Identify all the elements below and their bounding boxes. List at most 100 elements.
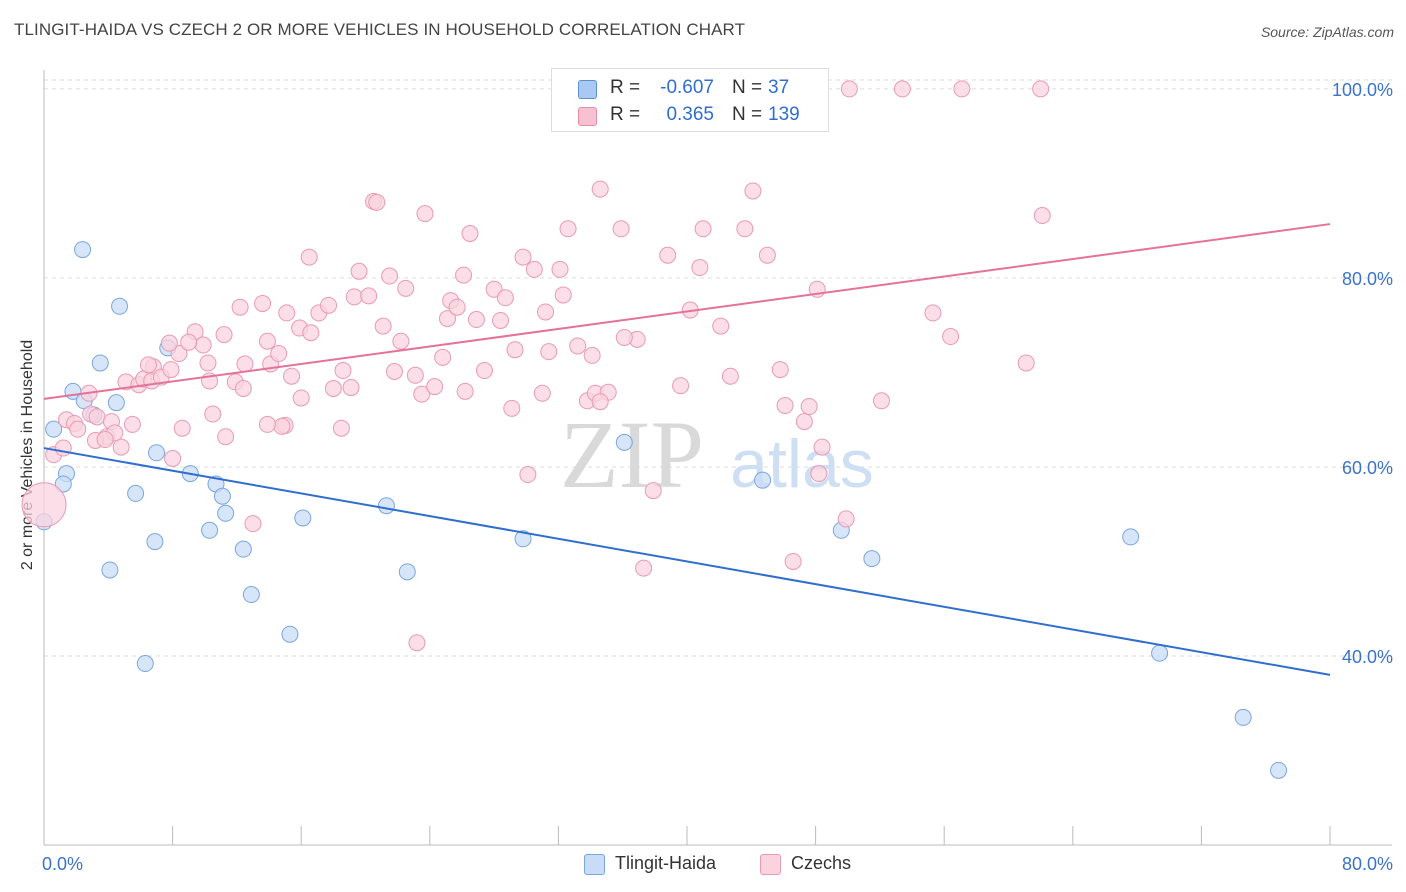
data-point-czechs [455, 266, 473, 284]
data-point-tlingit-haida [242, 586, 260, 604]
data-point-czechs [942, 328, 960, 346]
data-point-czechs [771, 361, 789, 379]
legend-row-czechs: R = 0.365 N = 139 [552, 101, 828, 127]
legend-label-czechs: Czechs [791, 853, 852, 873]
data-point-tlingit-haida [148, 444, 166, 462]
legend-n-label: N = [732, 77, 763, 98]
data-point-czechs [612, 220, 630, 238]
data-point-czechs [506, 341, 524, 359]
data-point-czechs [96, 431, 114, 449]
data-point-czechs [467, 311, 485, 329]
data-point-czechs [374, 317, 392, 335]
chart-title: TLINGIT-HAIDA VS CZECH 2 OR MORE VEHICLE… [14, 20, 746, 39]
data-point-czechs [21, 482, 67, 528]
trend-line-czechs [43, 223, 1331, 400]
y-tick-label: 60.0% [1342, 458, 1393, 478]
data-point-czechs [236, 355, 254, 373]
data-point-tlingit-haida [201, 521, 219, 539]
legend-n-value: 37 [768, 77, 790, 98]
data-point-czechs [215, 326, 233, 344]
y-tick-label: 80.0% [1342, 269, 1393, 289]
data-point-tlingit-haida [127, 484, 145, 502]
data-point-czechs [591, 393, 609, 411]
data-point-czechs [112, 438, 130, 456]
data-point-czechs [540, 343, 558, 361]
data-point-czechs [691, 259, 709, 277]
data-point-tlingit-haida [1122, 528, 1140, 546]
data-point-czechs [519, 466, 537, 484]
data-point-czechs [492, 311, 510, 329]
data-point-tlingit-haida [111, 297, 129, 315]
data-point-czechs [88, 408, 106, 426]
data-point-tlingit-haida [514, 530, 532, 548]
legend-r-label: R = [610, 104, 641, 125]
data-point-czechs [244, 515, 262, 533]
data-point-czechs [258, 332, 276, 350]
data-point-tlingit-haida [74, 241, 92, 259]
watermark: ZIP atlas [560, 401, 874, 508]
data-point-czechs [406, 366, 424, 384]
data-point-czechs [537, 303, 555, 321]
data-point-czechs [813, 438, 831, 456]
data-point-czechs [496, 289, 514, 307]
data-point-czechs [300, 248, 318, 266]
data-point-czechs [162, 361, 180, 379]
data-point-tlingit-haida [281, 625, 299, 643]
legend-swatch-tlingit-haida [584, 854, 605, 875]
data-point-czechs [254, 294, 272, 312]
data-point-czechs [559, 220, 577, 238]
data-point-czechs [342, 379, 360, 397]
data-point-tlingit-haida [754, 471, 772, 489]
data-point-czechs [456, 382, 474, 400]
data-point-czechs [485, 280, 503, 298]
data-point-czechs [873, 392, 891, 410]
data-point-czechs [273, 417, 291, 435]
x-tick-label: 80.0% [1342, 854, 1393, 874]
data-point-czechs [234, 380, 252, 398]
data-point-tlingit-haida [398, 563, 416, 581]
watermark-atlas: atlas [730, 426, 874, 502]
data-point-tlingit-haida [1270, 761, 1288, 779]
data-point-czechs [381, 267, 399, 285]
data-point-czechs [583, 346, 601, 364]
data-point-czechs [551, 260, 569, 278]
data-point-tlingit-haida [91, 354, 109, 372]
data-point-tlingit-haida [45, 420, 63, 438]
trend-lines [43, 223, 1331, 676]
data-point-czechs [712, 317, 730, 335]
data-point-czechs [659, 246, 677, 264]
data-point-czechs [893, 80, 911, 98]
data-point-czechs [840, 80, 858, 98]
data-point-czechs [283, 367, 301, 385]
data-point-czechs [392, 332, 410, 350]
data-point-czechs [231, 298, 249, 316]
watermark-zip: ZIP [560, 401, 704, 508]
data-point-czechs [194, 336, 212, 354]
data-point-czechs [744, 182, 762, 200]
data-point-tlingit-haida [377, 497, 395, 515]
data-point-czechs [180, 333, 198, 351]
data-point-czechs [569, 337, 587, 355]
data-point-czechs [408, 634, 426, 652]
data-point-czechs [514, 248, 532, 266]
data-point-czechs [672, 377, 690, 395]
data-point-czechs [475, 362, 493, 380]
data-point-tlingit-haida [101, 561, 119, 579]
data-point-tlingit-haida [136, 655, 154, 673]
data-point-czechs [448, 298, 466, 316]
data-point-czechs [368, 193, 386, 211]
x-tick-label: 0.0% [42, 854, 83, 874]
data-point-czechs [615, 328, 633, 346]
data-point-czechs [345, 288, 363, 306]
data-point-czechs [69, 420, 87, 438]
data-point-czechs [413, 385, 431, 403]
data-point-czechs [503, 399, 521, 417]
data-point-tlingit-haida [294, 509, 312, 527]
data-point-tlingit-haida [234, 540, 252, 558]
data-point-czechs [139, 356, 157, 374]
legend-swatch-czechs [578, 107, 597, 126]
data-point-czechs [292, 389, 310, 407]
data-point-czechs [334, 362, 352, 380]
data-point-tlingit-haida [54, 475, 72, 493]
